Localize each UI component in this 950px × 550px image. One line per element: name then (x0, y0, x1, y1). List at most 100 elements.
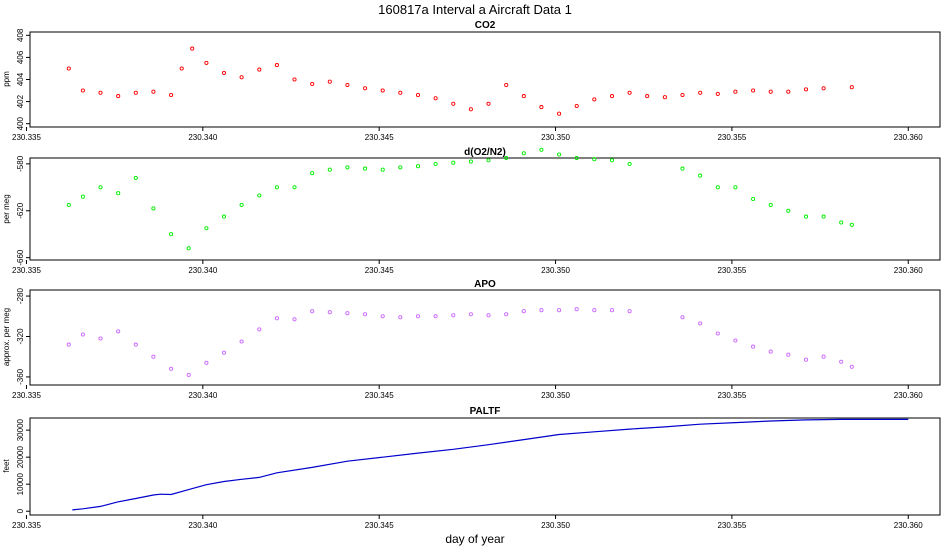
data-point-co2 (66, 66, 71, 71)
x-tick-label: 230.360 (894, 266, 923, 275)
data-point-apo (292, 317, 297, 322)
y-tick-label: -360 (16, 368, 25, 385)
x-tick-label: 230.350 (541, 133, 570, 142)
data-point-o2n2 (257, 193, 262, 198)
y-tick-label: 402 (16, 94, 25, 108)
x-tick-label: 230.360 (894, 133, 923, 142)
y-tick-label: -620 (16, 202, 25, 219)
y-tick-label: -580 (16, 155, 25, 172)
data-point-co2 (786, 89, 791, 94)
data-point-o2n2 (521, 151, 526, 156)
x-tick-label: 230.340 (188, 266, 217, 275)
plot-frame-paltf (29, 417, 941, 516)
data-point-o2n2 (768, 202, 773, 207)
data-point-apo (557, 308, 562, 313)
data-point-apo (786, 352, 791, 357)
data-point-co2 (179, 66, 184, 71)
data-point-apo (204, 360, 209, 365)
x-tick-label: 230.355 (717, 266, 746, 275)
y-axis-o2n2: -660 -620 -580 (16, 155, 30, 266)
y-label-co2: ppm (2, 71, 11, 87)
main-title: 160817a Interval a Aircraft Data 1 (378, 2, 572, 17)
data-point-apo (310, 309, 315, 314)
data-point-o2n2 (433, 161, 438, 166)
x-axis-co2: 230.335 230.340 230.345 230.350 230.355 230.3… (12, 127, 923, 142)
data-point-o2n2 (849, 222, 854, 227)
y-tick-label: 10000 (16, 473, 25, 496)
data-point-apo (239, 339, 244, 344)
data-point-apo (363, 312, 368, 317)
data-point-co2 (116, 94, 121, 99)
data-point-o2n2 (345, 165, 350, 170)
data-point-o2n2 (133, 175, 138, 180)
y-label-o2n2: per meg (2, 194, 11, 223)
data-point-apo (839, 359, 844, 364)
y-axis-co2: 400 402 404 406 408 (16, 28, 30, 130)
x-tick-label: 230.340 (188, 391, 217, 400)
data-point-apo (733, 338, 738, 343)
data-point-apo (627, 309, 632, 314)
data-point-o2n2 (733, 185, 738, 190)
data-point-apo (821, 354, 826, 359)
data-point-apo (803, 357, 809, 362)
x-axis-label: day of year (445, 532, 504, 546)
data-point-co2 (204, 60, 209, 65)
y-axis-apo: -360 -320 -280 (16, 288, 30, 385)
data-point-o2n2 (715, 185, 720, 190)
data-point-o2n2 (803, 214, 809, 219)
data-point-co2 (557, 111, 562, 116)
data-point-co2 (310, 81, 315, 86)
data-point-co2 (733, 89, 738, 94)
data-point-o2n2 (751, 196, 756, 202)
data-point-o2n2 (310, 171, 315, 176)
data-point-o2n2 (327, 167, 332, 172)
x-tick-label: 230.360 (894, 521, 923, 530)
panel-o2n2: d(O2/N2) -660 -620 -580 230.335 230.340 230.… (2, 147, 941, 275)
data-point-apo (257, 327, 262, 332)
data-point-o2n2 (116, 191, 121, 196)
x-tick-label: 230.345 (365, 521, 394, 530)
data-point-co2 (539, 105, 544, 110)
data-point-apo (680, 315, 685, 320)
y-tick-label: 404 (16, 72, 25, 86)
data-point-co2 (398, 90, 403, 95)
data-point-apo (415, 314, 421, 319)
data-point-apo (169, 366, 174, 371)
x-tick-label: 230.355 (717, 391, 746, 400)
panel-title-o2n2: d(O2/N2) (464, 147, 506, 158)
x-tick-label: 230.350 (541, 266, 570, 275)
panel-title-co2: CO2 (475, 20, 496, 31)
x-tick-label: 230.335 (12, 521, 41, 530)
data-point-co2 (98, 90, 103, 95)
y-tick-label: 20000 (16, 446, 25, 469)
data-point-o2n2 (151, 206, 156, 211)
data-point-co2 (274, 63, 279, 68)
y-tick-label: 400 (16, 116, 25, 130)
y-tick-label: -660 (16, 249, 25, 266)
y-tick-label: 408 (16, 28, 25, 42)
data-point-apo (451, 313, 456, 318)
data-point-o2n2 (363, 166, 368, 171)
data-point-apo (521, 309, 526, 314)
x-axis-apo: 230.335 230.340 230.345 230.350 230.355 230.3… (12, 385, 923, 400)
x-tick-label: 230.335 (12, 266, 41, 275)
data-point-apo (221, 350, 227, 355)
y-tick-label: 0 (16, 508, 25, 513)
data-point-co2 (768, 89, 773, 94)
y-tick-label: 406 (16, 50, 25, 64)
data-point-o2n2 (80, 194, 85, 199)
data-point-o2n2 (274, 185, 279, 190)
data-point-co2 (133, 90, 138, 95)
data-point-apo (539, 308, 544, 313)
x-tick-label: 230.355 (717, 133, 746, 142)
data-point-apo (80, 332, 85, 337)
y-label-paltf: feet (2, 459, 11, 473)
x-tick-label: 230.345 (365, 391, 394, 400)
data-point-apo (504, 312, 509, 317)
data-point-apo (751, 344, 756, 349)
data-point-o2n2 (698, 173, 703, 178)
data-point-co2 (151, 89, 156, 94)
data-point-apo (380, 314, 385, 319)
